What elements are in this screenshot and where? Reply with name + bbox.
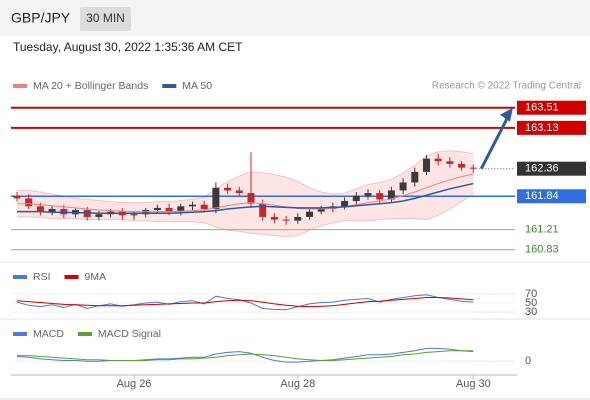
candle-body — [130, 214, 138, 216]
legend-swatch — [64, 275, 79, 279]
candle-body — [458, 163, 466, 168]
candle-body — [423, 158, 430, 172]
forecast-arrowhead — [500, 107, 513, 122]
interval-box — [80, 7, 131, 31]
legend-label: 9MA — [85, 271, 107, 283]
indicator-line — [16, 297, 474, 308]
candle-body — [153, 207, 161, 211]
legend-swatch — [162, 84, 177, 88]
candle-body — [247, 193, 255, 204]
forecast-arrow — [479, 116, 510, 170]
legend-label: RSI — [33, 271, 51, 283]
level-label-box — [517, 161, 586, 176]
candle-body — [83, 210, 91, 217]
level-label-box — [517, 120, 586, 135]
level-label-box — [517, 100, 586, 115]
legend-swatch — [13, 84, 27, 88]
ma-line — [17, 182, 474, 214]
candle-body — [387, 190, 395, 200]
level-label: 162.36 — [525, 163, 559, 175]
timestamp: Tuesday, August 30, 2022 1:35:36 AM CET — [13, 40, 243, 54]
legend-label: MA 20 + Bollinger Bands — [33, 80, 148, 92]
indicator-line — [16, 347, 474, 363]
candle-body — [224, 187, 232, 191]
legend-label: MACD — [33, 328, 64, 340]
candle-body — [341, 201, 349, 207]
y-tick-label: 30 — [525, 306, 537, 318]
level-label: 161.21 — [525, 224, 559, 236]
legend-label: MA 50 — [182, 80, 212, 92]
y-tick-label: 70 — [525, 288, 537, 300]
level-label: 163.13 — [525, 122, 559, 134]
candle-body — [270, 216, 278, 220]
y-tick-label: 0 — [525, 355, 531, 367]
legend-label: MACD Signal — [98, 328, 161, 340]
symbol: GBP/JPY — [11, 10, 71, 26]
candle-body — [235, 190, 243, 194]
y-tick-label: 50 — [525, 297, 537, 309]
candle-body — [200, 204, 208, 209]
candle-body — [259, 203, 267, 217]
candle-body — [306, 211, 313, 217]
candle-body — [376, 193, 384, 200]
ma-line — [17, 173, 474, 213]
candle-body — [142, 210, 150, 215]
interval: 30 MIN — [86, 11, 125, 25]
x-tick-label: Aug 28 — [280, 378, 315, 390]
credit: Research © 2022 Trading Central — [432, 81, 581, 92]
level-label-box — [517, 189, 586, 204]
bollinger-upper — [17, 150, 474, 204]
candle-body — [399, 182, 407, 191]
level-label: 163.51 — [525, 102, 559, 114]
candle-body — [469, 167, 477, 169]
candle-body — [48, 208, 56, 212]
indicator-line — [17, 350, 474, 361]
bollinger-lower — [17, 193, 474, 238]
candle-body — [177, 206, 185, 212]
candle-body — [282, 219, 290, 221]
candle-body — [189, 204, 196, 207]
indicator-line — [16, 294, 474, 311]
candle-body — [13, 195, 21, 199]
level-label: 161.84 — [525, 190, 559, 202]
candle-body — [294, 216, 302, 221]
legend-swatch — [77, 332, 92, 336]
candle-body — [446, 161, 454, 164]
candle-body — [352, 195, 360, 202]
candle-body — [364, 193, 372, 196]
candle-body — [95, 214, 103, 217]
candle-body — [212, 187, 220, 209]
candle-body — [434, 158, 442, 162]
candle-body — [317, 208, 325, 212]
level-label: 160.83 — [525, 244, 559, 256]
legend-swatch — [13, 275, 27, 279]
x-tick-label: Aug 26 — [117, 378, 152, 390]
candle-body — [25, 198, 33, 207]
legend-swatch — [13, 332, 27, 336]
candle-body — [165, 207, 173, 212]
bollinger-fill — [17, 150, 474, 237]
x-tick-label: Aug 30 — [456, 378, 491, 390]
candle-body — [411, 171, 419, 183]
candle-body — [36, 206, 44, 212]
